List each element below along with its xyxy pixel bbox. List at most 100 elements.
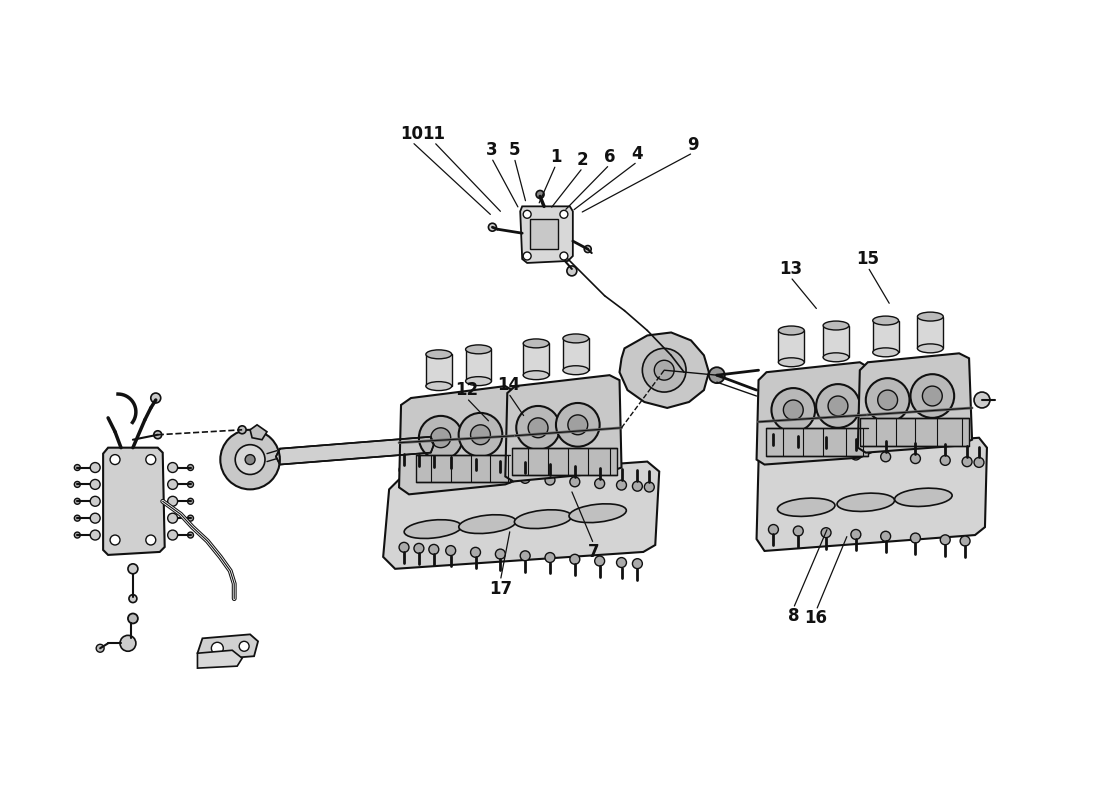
Circle shape (974, 392, 990, 408)
Circle shape (90, 530, 100, 540)
Circle shape (495, 549, 505, 559)
Text: 13: 13 (779, 260, 802, 278)
Circle shape (516, 406, 560, 450)
Circle shape (471, 470, 481, 480)
Polygon shape (399, 386, 518, 494)
Ellipse shape (917, 344, 944, 353)
Circle shape (235, 445, 265, 474)
Text: 3: 3 (485, 141, 497, 158)
Text: 9: 9 (688, 136, 698, 154)
Circle shape (239, 426, 246, 434)
Text: 11: 11 (422, 125, 446, 143)
Circle shape (110, 535, 120, 545)
Polygon shape (103, 448, 165, 555)
Circle shape (495, 472, 505, 482)
Circle shape (524, 252, 531, 260)
Ellipse shape (465, 345, 492, 354)
Circle shape (414, 466, 424, 476)
Polygon shape (505, 375, 622, 482)
Polygon shape (520, 206, 573, 263)
Circle shape (642, 348, 686, 392)
Circle shape (769, 525, 779, 534)
Bar (860, 418, 969, 446)
Circle shape (960, 536, 970, 546)
Circle shape (911, 374, 954, 418)
Circle shape (75, 515, 80, 521)
Circle shape (940, 535, 950, 545)
Circle shape (167, 514, 177, 523)
Text: 16: 16 (804, 610, 827, 627)
Ellipse shape (524, 339, 549, 348)
Polygon shape (858, 354, 972, 453)
Circle shape (536, 190, 544, 198)
Circle shape (167, 530, 177, 540)
Ellipse shape (837, 493, 894, 511)
Ellipse shape (917, 312, 944, 321)
Circle shape (187, 532, 194, 538)
Circle shape (570, 477, 580, 486)
Bar (524, 343, 549, 375)
Circle shape (645, 482, 654, 492)
Circle shape (520, 474, 530, 483)
Circle shape (923, 386, 943, 406)
Circle shape (154, 430, 162, 438)
Text: 6: 6 (604, 148, 615, 166)
Circle shape (560, 252, 568, 260)
Circle shape (616, 480, 627, 490)
Bar (767, 428, 868, 456)
Circle shape (632, 482, 642, 491)
Circle shape (911, 454, 921, 463)
Ellipse shape (823, 321, 849, 330)
Circle shape (528, 418, 548, 438)
Ellipse shape (778, 498, 835, 516)
Circle shape (544, 553, 556, 562)
Bar (416, 454, 510, 482)
Ellipse shape (872, 316, 899, 325)
Circle shape (187, 498, 194, 504)
Circle shape (962, 457, 972, 466)
Circle shape (878, 390, 898, 410)
Text: 5: 5 (508, 141, 520, 158)
Circle shape (96, 644, 104, 652)
Polygon shape (250, 425, 267, 440)
Circle shape (560, 210, 568, 218)
Circle shape (414, 543, 424, 554)
Circle shape (881, 452, 891, 462)
Circle shape (239, 642, 249, 651)
Ellipse shape (563, 334, 589, 343)
Circle shape (595, 478, 605, 489)
Bar (779, 330, 804, 362)
Circle shape (821, 528, 830, 538)
Ellipse shape (426, 382, 452, 390)
Text: 17: 17 (488, 580, 512, 598)
Circle shape (851, 450, 861, 460)
Circle shape (632, 558, 642, 569)
Circle shape (708, 367, 725, 383)
Circle shape (90, 514, 100, 523)
Circle shape (544, 475, 556, 485)
Circle shape (75, 482, 80, 487)
Circle shape (488, 223, 496, 231)
Text: 12: 12 (455, 381, 478, 399)
Bar (530, 219, 558, 249)
Ellipse shape (779, 358, 804, 366)
Ellipse shape (823, 353, 849, 362)
Circle shape (187, 465, 194, 470)
Ellipse shape (404, 520, 462, 538)
Circle shape (128, 564, 138, 574)
Circle shape (399, 465, 409, 475)
Circle shape (75, 498, 80, 504)
Circle shape (128, 614, 138, 623)
Circle shape (793, 526, 803, 536)
Circle shape (816, 384, 860, 428)
Circle shape (769, 445, 779, 455)
Ellipse shape (465, 377, 492, 386)
Text: 7: 7 (587, 543, 600, 561)
Text: 10: 10 (400, 125, 424, 143)
Circle shape (399, 542, 409, 552)
Circle shape (520, 551, 530, 561)
Polygon shape (619, 333, 708, 408)
Circle shape (446, 468, 455, 478)
Circle shape (595, 556, 605, 566)
Ellipse shape (894, 488, 953, 506)
